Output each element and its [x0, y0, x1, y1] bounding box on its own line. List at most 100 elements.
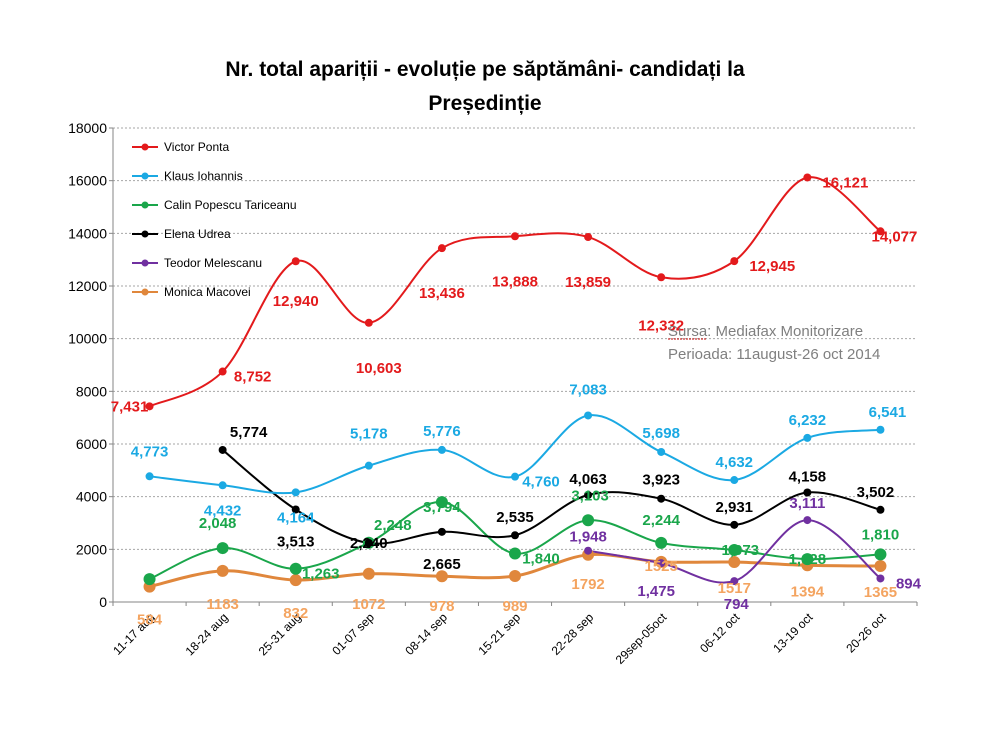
legend-marker — [141, 172, 149, 180]
y-tick-label: 12000 — [68, 278, 107, 294]
data-point — [291, 257, 300, 266]
data-point — [730, 257, 739, 266]
data-point — [437, 244, 446, 253]
data-point — [584, 233, 593, 242]
period-note: Perioada: 11august-26 oct 2014 — [668, 346, 880, 363]
data-label: 989 — [502, 598, 527, 615]
data-label: 1,840 — [522, 551, 560, 568]
legend-marker — [141, 143, 149, 151]
data-labels: 7,431 8,752 12,940 10,603 13,436 13,888 13,859… — [111, 174, 922, 628]
data-label: 1072 — [352, 596, 385, 613]
data-point — [218, 367, 227, 376]
x-tick-label: 01-07 sep — [329, 610, 377, 658]
data-label: 13,436 — [419, 285, 465, 302]
data-point — [876, 227, 885, 236]
data-point — [876, 574, 885, 583]
data-point — [801, 553, 814, 566]
legend-marker — [141, 259, 149, 267]
legend-label: Klaus Iohannis — [164, 169, 243, 183]
series-line — [222, 449, 881, 545]
x-tick-label: 22-28 sep — [549, 610, 597, 658]
data-point — [289, 562, 302, 575]
data-label: 4,632 — [715, 454, 753, 471]
gridlines — [113, 127, 917, 550]
data-point — [218, 445, 227, 454]
data-point — [437, 527, 446, 536]
data-label: 2,665 — [423, 556, 461, 573]
data-point — [437, 445, 446, 454]
data-label: 1525 — [644, 558, 677, 575]
data-point — [803, 173, 812, 182]
y-tick-label: 10000 — [68, 331, 107, 347]
data-label: 16,121 — [822, 174, 868, 191]
data-label: 3,103 — [571, 487, 609, 504]
data-label: 1365 — [864, 584, 897, 601]
data-point — [362, 567, 375, 580]
series-lines — [149, 176, 882, 589]
y-axis-ticks: 0 2000 4000 6000 8000 10000 12000 14000 16000 180… — [68, 120, 113, 610]
data-point — [730, 520, 739, 529]
data-label: 5,774 — [230, 424, 268, 441]
data-label: 2,248 — [374, 517, 412, 534]
x-tick-label: 20-26 oct — [843, 610, 889, 656]
data-label: 3,794 — [423, 499, 461, 516]
source-note: Sursa: Mediafax Monitorizare — [668, 323, 863, 340]
data-point — [143, 573, 156, 586]
data-label: 1,948 — [569, 529, 607, 546]
data-point — [584, 491, 593, 500]
data-label: 978 — [429, 598, 454, 615]
y-tick-label: 4000 — [76, 489, 107, 505]
data-label: 1,263 — [302, 566, 340, 583]
data-label: 4,432 — [204, 502, 242, 519]
data-point — [657, 447, 666, 456]
legend: Victor Ponta Klaus Iohannis Calin Popescu … — [132, 140, 297, 299]
legend-label: Teodor Melescanu — [164, 256, 262, 270]
data-point — [874, 548, 887, 561]
data-label: 3,502 — [857, 484, 895, 501]
data-label: 1,810 — [862, 526, 900, 543]
legend-marker — [141, 201, 149, 209]
data-label: 5,698 — [642, 425, 680, 442]
data-label: 3,923 — [642, 472, 680, 489]
data-label: 894 — [896, 575, 922, 592]
data-point — [364, 318, 373, 327]
data-label: 1,628 — [789, 551, 827, 568]
data-label: 1,475 — [637, 583, 675, 600]
data-label: 4,760 — [522, 474, 560, 491]
data-label: 1792 — [571, 576, 604, 593]
data-point — [803, 488, 812, 497]
x-tick-label: 29sep-05oct — [613, 610, 670, 667]
data-point — [509, 547, 521, 560]
data-point — [657, 559, 666, 568]
data-label: 14,077 — [872, 228, 918, 245]
y-tick-label: 2000 — [76, 541, 107, 557]
data-label: 12,945 — [749, 258, 795, 275]
series-points — [143, 173, 887, 593]
legend-marker — [141, 230, 149, 238]
legend-marker — [141, 288, 149, 296]
data-point — [803, 516, 812, 525]
y-tick-label: 14000 — [68, 225, 107, 241]
chart-title-line1: Nr. total apariții - evoluție pe săptămâ… — [225, 58, 745, 81]
series-line — [149, 414, 881, 495]
data-point — [728, 556, 741, 569]
data-label: 5,776 — [423, 423, 461, 440]
data-label: 13,888 — [492, 273, 538, 290]
data-label: 12,332 — [638, 317, 684, 334]
data-point — [509, 569, 521, 582]
data-label: 1183 — [206, 596, 239, 613]
data-point — [145, 402, 154, 411]
data-label: 794 — [724, 596, 750, 613]
data-label: 4,164 — [277, 509, 315, 526]
data-point — [584, 546, 593, 555]
y-tick-label: 6000 — [76, 436, 107, 452]
data-point — [145, 472, 154, 481]
data-label: 5,178 — [350, 426, 388, 443]
x-tick-label: 18-24 aug — [183, 610, 231, 658]
series-line — [149, 176, 882, 408]
legend-label: Calin Popescu Tariceanu — [164, 198, 297, 212]
y-tick-label: 18000 — [68, 120, 107, 136]
data-point — [655, 536, 668, 549]
data-point — [511, 531, 519, 540]
data-label: 3,111 — [789, 495, 825, 512]
